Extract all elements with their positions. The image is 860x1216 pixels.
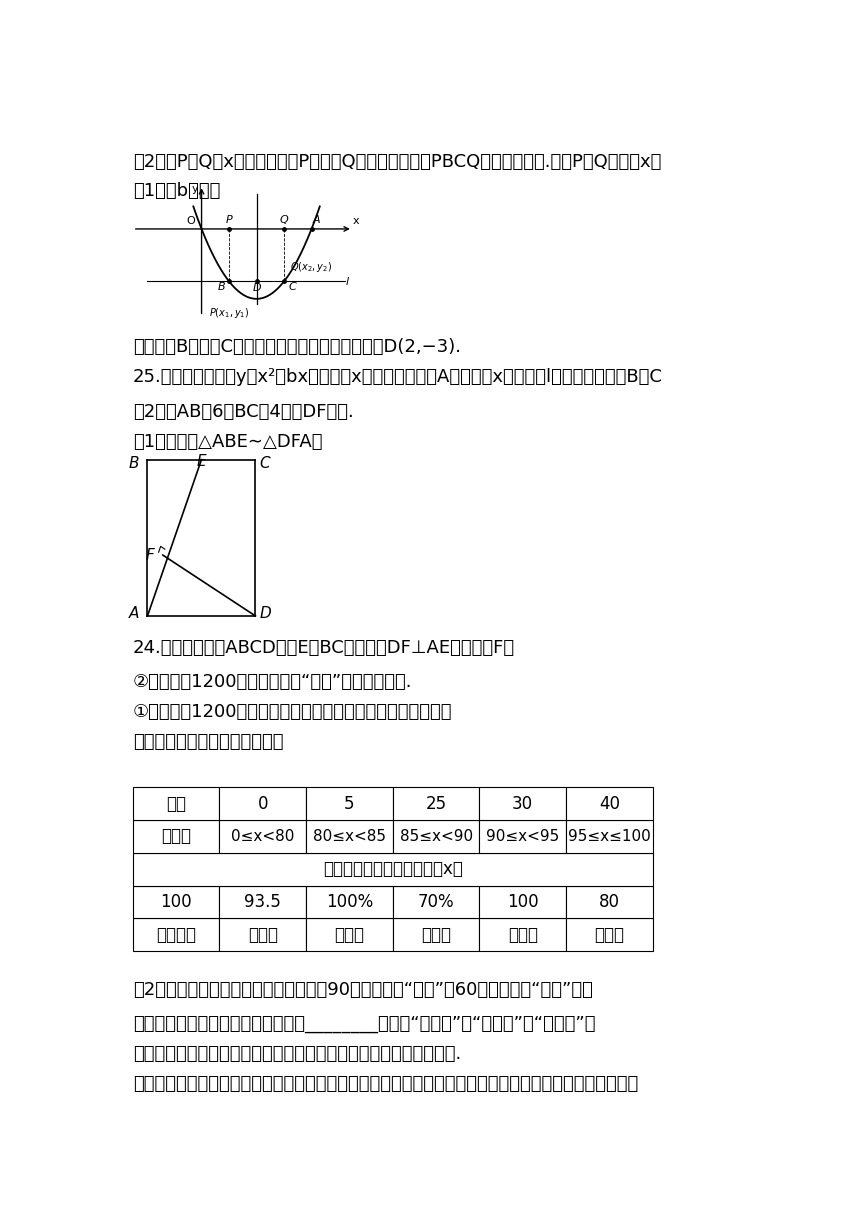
Text: 分数段: 分数段 [161,827,191,845]
Text: 25.如图，二次函数y＝x²＋bx的图像与x轴正半轴交于点A，平行于x轴的直线l与该抛物线交于B、C: 25.如图，二次函数y＝x²＋bx的图像与x轴正半轴交于点A，平行于x轴的直线l… [132,367,663,385]
Text: （1）求证：△ABE∼△DFA；: （1）求证：△ABE∼△DFA； [132,433,322,451]
Bar [306,820,393,852]
Text: 样本容量: 样本容量 [157,925,196,944]
Text: 0≤x<80: 0≤x<80 [231,829,294,844]
Bar [219,820,306,852]
Text: 100: 100 [160,893,192,911]
Bar [132,885,219,918]
Bar [393,918,479,951]
Text: 80≤x<85: 80≤x<85 [313,829,386,844]
Bar [132,852,653,885]
Text: 85≤x<90: 85≤x<90 [400,829,473,844]
Text: （2）学校根据样本数据，绘制成下表（90分及以上为“优秀”，60分及以上为“及格”）：: （2）学校根据样本数据，绘制成下表（90分及以上为“优秀”，60分及以上为“及格… [132,981,593,1000]
Text: 95≤x≤100: 95≤x≤100 [568,829,651,844]
Text: 平均分: 平均分 [248,925,278,944]
Text: A: A [129,606,139,620]
Bar [566,918,653,951]
Text: 100: 100 [507,893,538,911]
Bar [132,820,219,852]
Text: 70%: 70% [418,893,454,911]
Text: （1）求b的値；: （1）求b的値； [132,181,220,199]
Bar [479,787,566,820]
Bar [566,820,653,852]
Text: 方案三：从三个年级全体学生中随机抽取部分学生成绩进行调查分析.: 方案三：从三个年级全体学生中随机抽取部分学生成绩进行调查分析. [132,1045,461,1063]
Bar [393,885,479,918]
Text: E: E [197,454,206,469]
Text: 最高分: 最高分 [507,925,538,944]
Text: 方案二：从初一、初二年级中随机抽取部分男生成绩及在初三年级中随机抽取部分女生成绩进行调查分析；: 方案二：从初一、初二年级中随机抽取部分男生成绩及在初三年级中随机抽取部分女生成绩… [132,1075,638,1093]
Text: 40: 40 [599,795,620,812]
Text: 及格率: 及格率 [335,925,365,944]
Bar [479,885,566,918]
Text: D: D [260,606,271,620]
Text: 请结合表中信息解答下列问题：: 请结合表中信息解答下列问题： [132,733,283,751]
Bar [219,787,306,820]
Text: 优秀率: 优秀率 [421,925,452,944]
Text: 两点（点B位于点C左侧），与抛物线对称轴交于点D(2,−3).: 两点（点B位于点C左侧），与抛物线对称轴交于点D(2,−3). [132,338,461,356]
Bar [566,885,653,918]
Bar [132,787,219,820]
Text: 其中抽取的样本具有代表性的方案是________．（填“方案一”、“方案二”或“方案三”）: 其中抽取的样本具有代表性的方案是________．（填“方案一”、“方案二”或“… [132,1015,595,1032]
Bar [479,918,566,951]
Bar [479,820,566,852]
Bar [306,787,393,820]
Text: 24.如图，在矩形ABCD中，E是BC的中点，DF⊥AE，垂足为F．: 24.如图，在矩形ABCD中，E是BC的中点，DF⊥AE，垂足为F． [132,640,515,658]
Text: （2）访P、Q是x轴上的点（点P位于点Q左侧），四边形PBCQ为平行四边形.过点P、Q分别作x轴: （2）访P、Q是x轴上的点（点P位于点Q左侧），四边形PBCQ为平行四边形.过点… [132,153,661,171]
Text: 25: 25 [426,795,446,812]
Bar [219,885,306,918]
Bar [393,787,479,820]
Text: 5: 5 [344,795,354,812]
Text: 最低分: 最低分 [594,925,624,944]
Text: F: F [146,547,155,563]
Bar [566,787,653,820]
Bar [306,918,393,951]
Bar [306,885,393,918]
Bar [393,820,479,852]
Text: B: B [129,456,139,471]
Text: 频数: 频数 [166,795,186,812]
Text: 100%: 100% [326,893,373,911]
Text: 93.5: 93.5 [244,893,281,911]
Text: 0: 0 [257,795,268,812]
Text: C: C [260,456,270,471]
Bar [132,918,219,951]
Text: 80: 80 [599,893,620,911]
Bar [219,918,306,951]
Text: ②估计该最1200名学生中达到“优秀”的学生总人数.: ②估计该最1200名学生中达到“优秀”的学生总人数. [132,674,412,691]
Text: 分数段统计（学生成绩记为x）: 分数段统计（学生成绩记为x） [322,860,463,878]
Text: ①估计该最1200名学生竞赛成绩的中位数落在哪个分数段内；: ①估计该最1200名学生竞赛成绩的中位数落在哪个分数段内； [132,703,452,721]
Text: 90≤x<95: 90≤x<95 [486,829,559,844]
Text: （2）若AB＝6，BC＝4，求DF的长.: （2）若AB＝6，BC＝4，求DF的长. [132,404,353,422]
Text: 30: 30 [513,795,533,812]
